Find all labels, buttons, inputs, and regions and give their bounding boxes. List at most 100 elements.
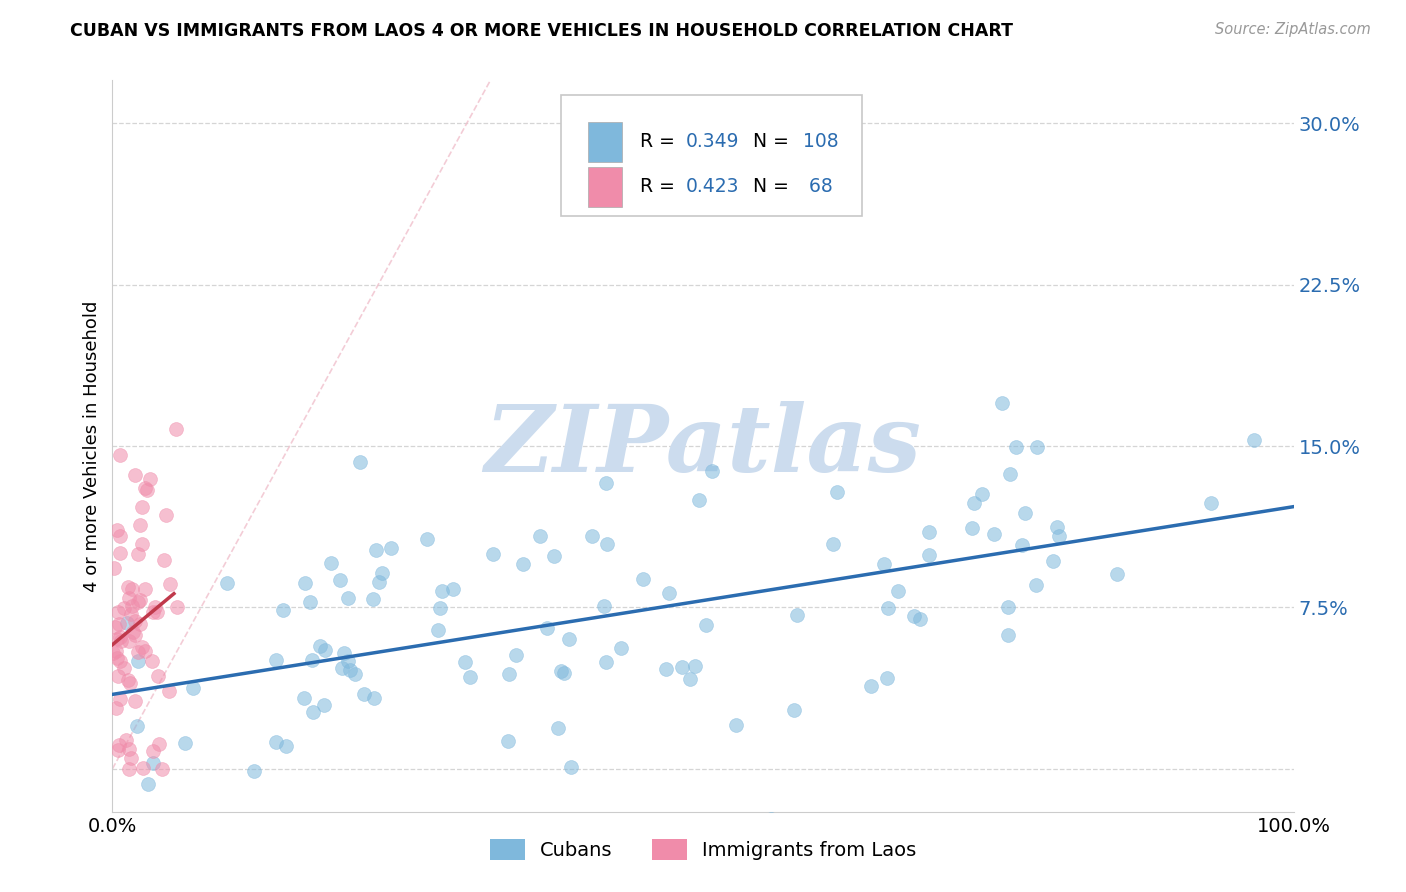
Point (165, 421, 187, 435)
Point (107, 605, 129, 619)
Text: 108: 108 (803, 132, 839, 151)
Point (108, 529, 131, 543)
Point (547, 721, 569, 735)
Point (361, 591, 384, 606)
Point (105, 632, 128, 646)
Point (124, 628, 146, 642)
Point (121, 582, 143, 597)
Text: R =: R = (640, 132, 682, 151)
Point (301, 653, 323, 667)
Point (1011, 538, 1033, 552)
Point (118, 742, 141, 756)
Point (688, 493, 710, 508)
Point (827, 484, 849, 499)
Point (498, 666, 520, 681)
Point (117, 673, 139, 687)
Point (336, 591, 359, 606)
Point (108, 616, 131, 631)
Point (125, 719, 148, 733)
Point (679, 673, 702, 687)
Point (1014, 506, 1036, 520)
Point (103, 560, 125, 574)
Point (529, 529, 551, 543)
Text: N =: N = (741, 132, 794, 151)
Point (429, 601, 451, 615)
Point (107, 668, 129, 682)
Point (108, 738, 131, 752)
Point (553, 665, 575, 680)
Point (131, 500, 153, 514)
Point (321, 556, 343, 570)
Text: R =: R = (640, 178, 682, 196)
Point (1105, 566, 1128, 581)
Point (104, 620, 127, 634)
Point (127, 595, 149, 609)
Point (505, 648, 527, 662)
Point (963, 496, 986, 510)
Text: N =: N = (741, 178, 794, 196)
Point (536, 621, 558, 635)
Point (520, 840, 543, 855)
Point (595, 475, 617, 490)
Point (128, 518, 150, 533)
Point (112, 600, 135, 615)
Point (550, 664, 572, 678)
Point (120, 675, 142, 690)
Point (368, 575, 391, 590)
Point (141, 654, 163, 668)
Point (330, 661, 353, 675)
Point (274, 739, 297, 753)
Point (333, 646, 356, 660)
Point (454, 655, 477, 669)
Point (134, 582, 156, 597)
Point (998, 467, 1021, 481)
Point (432, 583, 454, 598)
Point (1042, 554, 1064, 568)
Point (482, 547, 505, 561)
Point (903, 609, 925, 624)
Point (107, 743, 129, 757)
Point (121, 599, 143, 613)
Point (343, 666, 366, 681)
Point (118, 591, 141, 606)
Point (131, 536, 153, 550)
Point (271, 603, 294, 617)
Point (127, 645, 149, 659)
Point (873, 557, 896, 571)
Text: 0.349: 0.349 (685, 132, 738, 151)
Point (759, 812, 782, 826)
Point (124, 614, 146, 628)
Point (118, 762, 141, 776)
Point (110, 692, 132, 706)
Point (366, 543, 388, 558)
Point (134, 643, 156, 657)
Point (215, 576, 238, 591)
Point (132, 761, 155, 775)
Point (108, 546, 131, 560)
Point (110, 654, 132, 668)
Point (363, 690, 385, 705)
FancyBboxPatch shape (589, 167, 621, 207)
Point (558, 632, 581, 646)
Point (380, 541, 402, 556)
Text: Source: ZipAtlas.com: Source: ZipAtlas.com (1215, 22, 1371, 37)
FancyBboxPatch shape (589, 121, 621, 161)
Point (146, 669, 169, 683)
Point (105, 651, 128, 665)
Point (1047, 528, 1070, 542)
Point (314, 642, 336, 657)
Point (1025, 577, 1047, 591)
Point (127, 547, 149, 561)
Point (917, 548, 939, 562)
Point (266, 653, 288, 667)
Point (700, 464, 723, 478)
Point (115, 616, 138, 631)
Point (547, 834, 569, 848)
Point (658, 586, 681, 600)
Point (134, 481, 156, 495)
Point (512, 557, 534, 571)
Point (596, 537, 619, 551)
Point (107, 523, 129, 537)
Point (610, 640, 633, 655)
Point (876, 601, 898, 615)
